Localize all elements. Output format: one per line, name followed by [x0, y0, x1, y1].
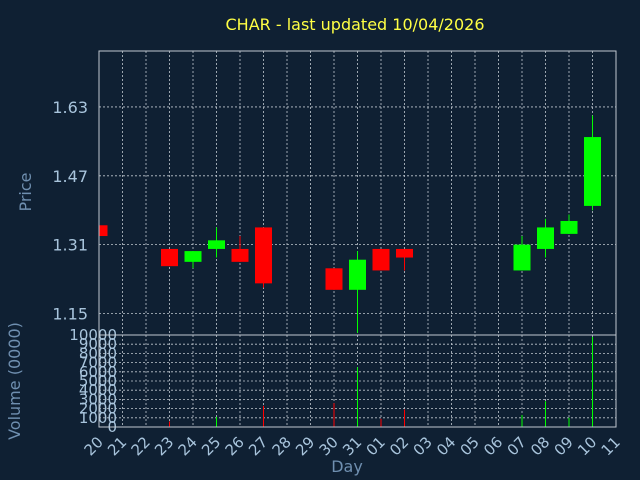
candle-body [349, 259, 366, 290]
day-tick-label: 29 [292, 433, 318, 459]
price-tick-labels: 1.15 1.31 1.47 1.63 [52, 98, 88, 324]
candle [255, 227, 272, 288]
candle [325, 268, 343, 290]
candle [584, 115, 601, 211]
candle-body [560, 220, 578, 234]
day-tick-label: 09 [551, 433, 577, 459]
volume-tick-label: 2000 [79, 400, 117, 418]
candle-body [537, 227, 554, 249]
price-tick-label: 1.31 [52, 236, 88, 255]
day-tick-label: 11 [598, 433, 624, 459]
volume-tick-label: 10000 [69, 326, 117, 344]
candle [208, 227, 225, 258]
day-tick-labels: 2021222324252627282930310102030405060708… [81, 433, 624, 459]
day-tick-label: 02 [386, 433, 412, 459]
price-tick-label: 1.47 [52, 167, 88, 186]
day-tick-label: 30 [316, 433, 342, 459]
volume-tick-label: 7000 [79, 354, 117, 372]
candle [560, 214, 578, 234]
chart-title: CHAR - last updated 10/04/2026 [226, 15, 485, 34]
candle-body [99, 225, 108, 237]
volume-tick-labels: 0100020003000400050006000700080009000100… [69, 326, 117, 436]
day-tick-label: 26 [222, 433, 248, 459]
day-tick-label: 07 [504, 433, 530, 459]
candle-body [584, 137, 601, 206]
day-tick-label: 25 [198, 433, 224, 459]
day-tick-label: 10 [574, 433, 600, 459]
candle [537, 218, 554, 258]
x-axis-label: Day [331, 457, 363, 476]
candle-body [513, 244, 531, 271]
candle [98, 225, 108, 237]
volume-bars [169, 336, 593, 427]
day-tick-label: 27 [245, 433, 271, 459]
day-tick-label: 24 [175, 433, 201, 459]
candle-body [208, 240, 225, 249]
candle [231, 236, 249, 262]
volume-grid [99, 335, 616, 427]
candle-body [184, 251, 202, 262]
price-tick-label: 1.63 [52, 98, 88, 117]
volume-tick-label: 9000 [79, 335, 117, 353]
day-tick-label: 21 [104, 433, 130, 459]
day-tick-label: 23 [151, 433, 177, 459]
day-tick-label: 05 [457, 433, 483, 459]
volume-panel-frame [98, 334, 617, 428]
day-tick-label: 04 [433, 433, 459, 459]
price-candles [98, 115, 601, 333]
candle [349, 251, 366, 333]
volume-tick-label: 1000 [79, 409, 117, 427]
price-axis-label: Price [16, 172, 35, 211]
day-tick-label: 06 [480, 433, 506, 459]
day-tick-label: 22 [128, 433, 154, 459]
volume-tick-label: 6000 [79, 363, 117, 381]
day-tick-label: 20 [81, 433, 107, 459]
candle-body [372, 248, 390, 271]
volume-tick-label: 8000 [79, 344, 117, 362]
candle [184, 251, 202, 269]
day-tick-label: 08 [527, 433, 553, 459]
volume-axis-label: Volume (0000) [5, 322, 24, 440]
price-tick-label: 1.15 [52, 304, 88, 323]
candle [513, 236, 531, 271]
day-tick-label: 03 [410, 433, 436, 459]
day-tick-label: 28 [269, 433, 295, 459]
candle [372, 248, 390, 271]
candle-body [325, 268, 343, 290]
candle-body [255, 227, 272, 284]
candle-body [396, 248, 413, 258]
candle [161, 248, 178, 267]
volume-tick-label: 5000 [79, 372, 117, 390]
volume-tick-label: 3000 [79, 390, 117, 408]
candle-body [161, 248, 178, 267]
candle-body [231, 248, 249, 262]
day-tick-label: 01 [363, 433, 389, 459]
volume-tick-label: 4000 [79, 381, 117, 399]
candle [396, 248, 413, 271]
day-tick-label: 31 [339, 433, 365, 459]
